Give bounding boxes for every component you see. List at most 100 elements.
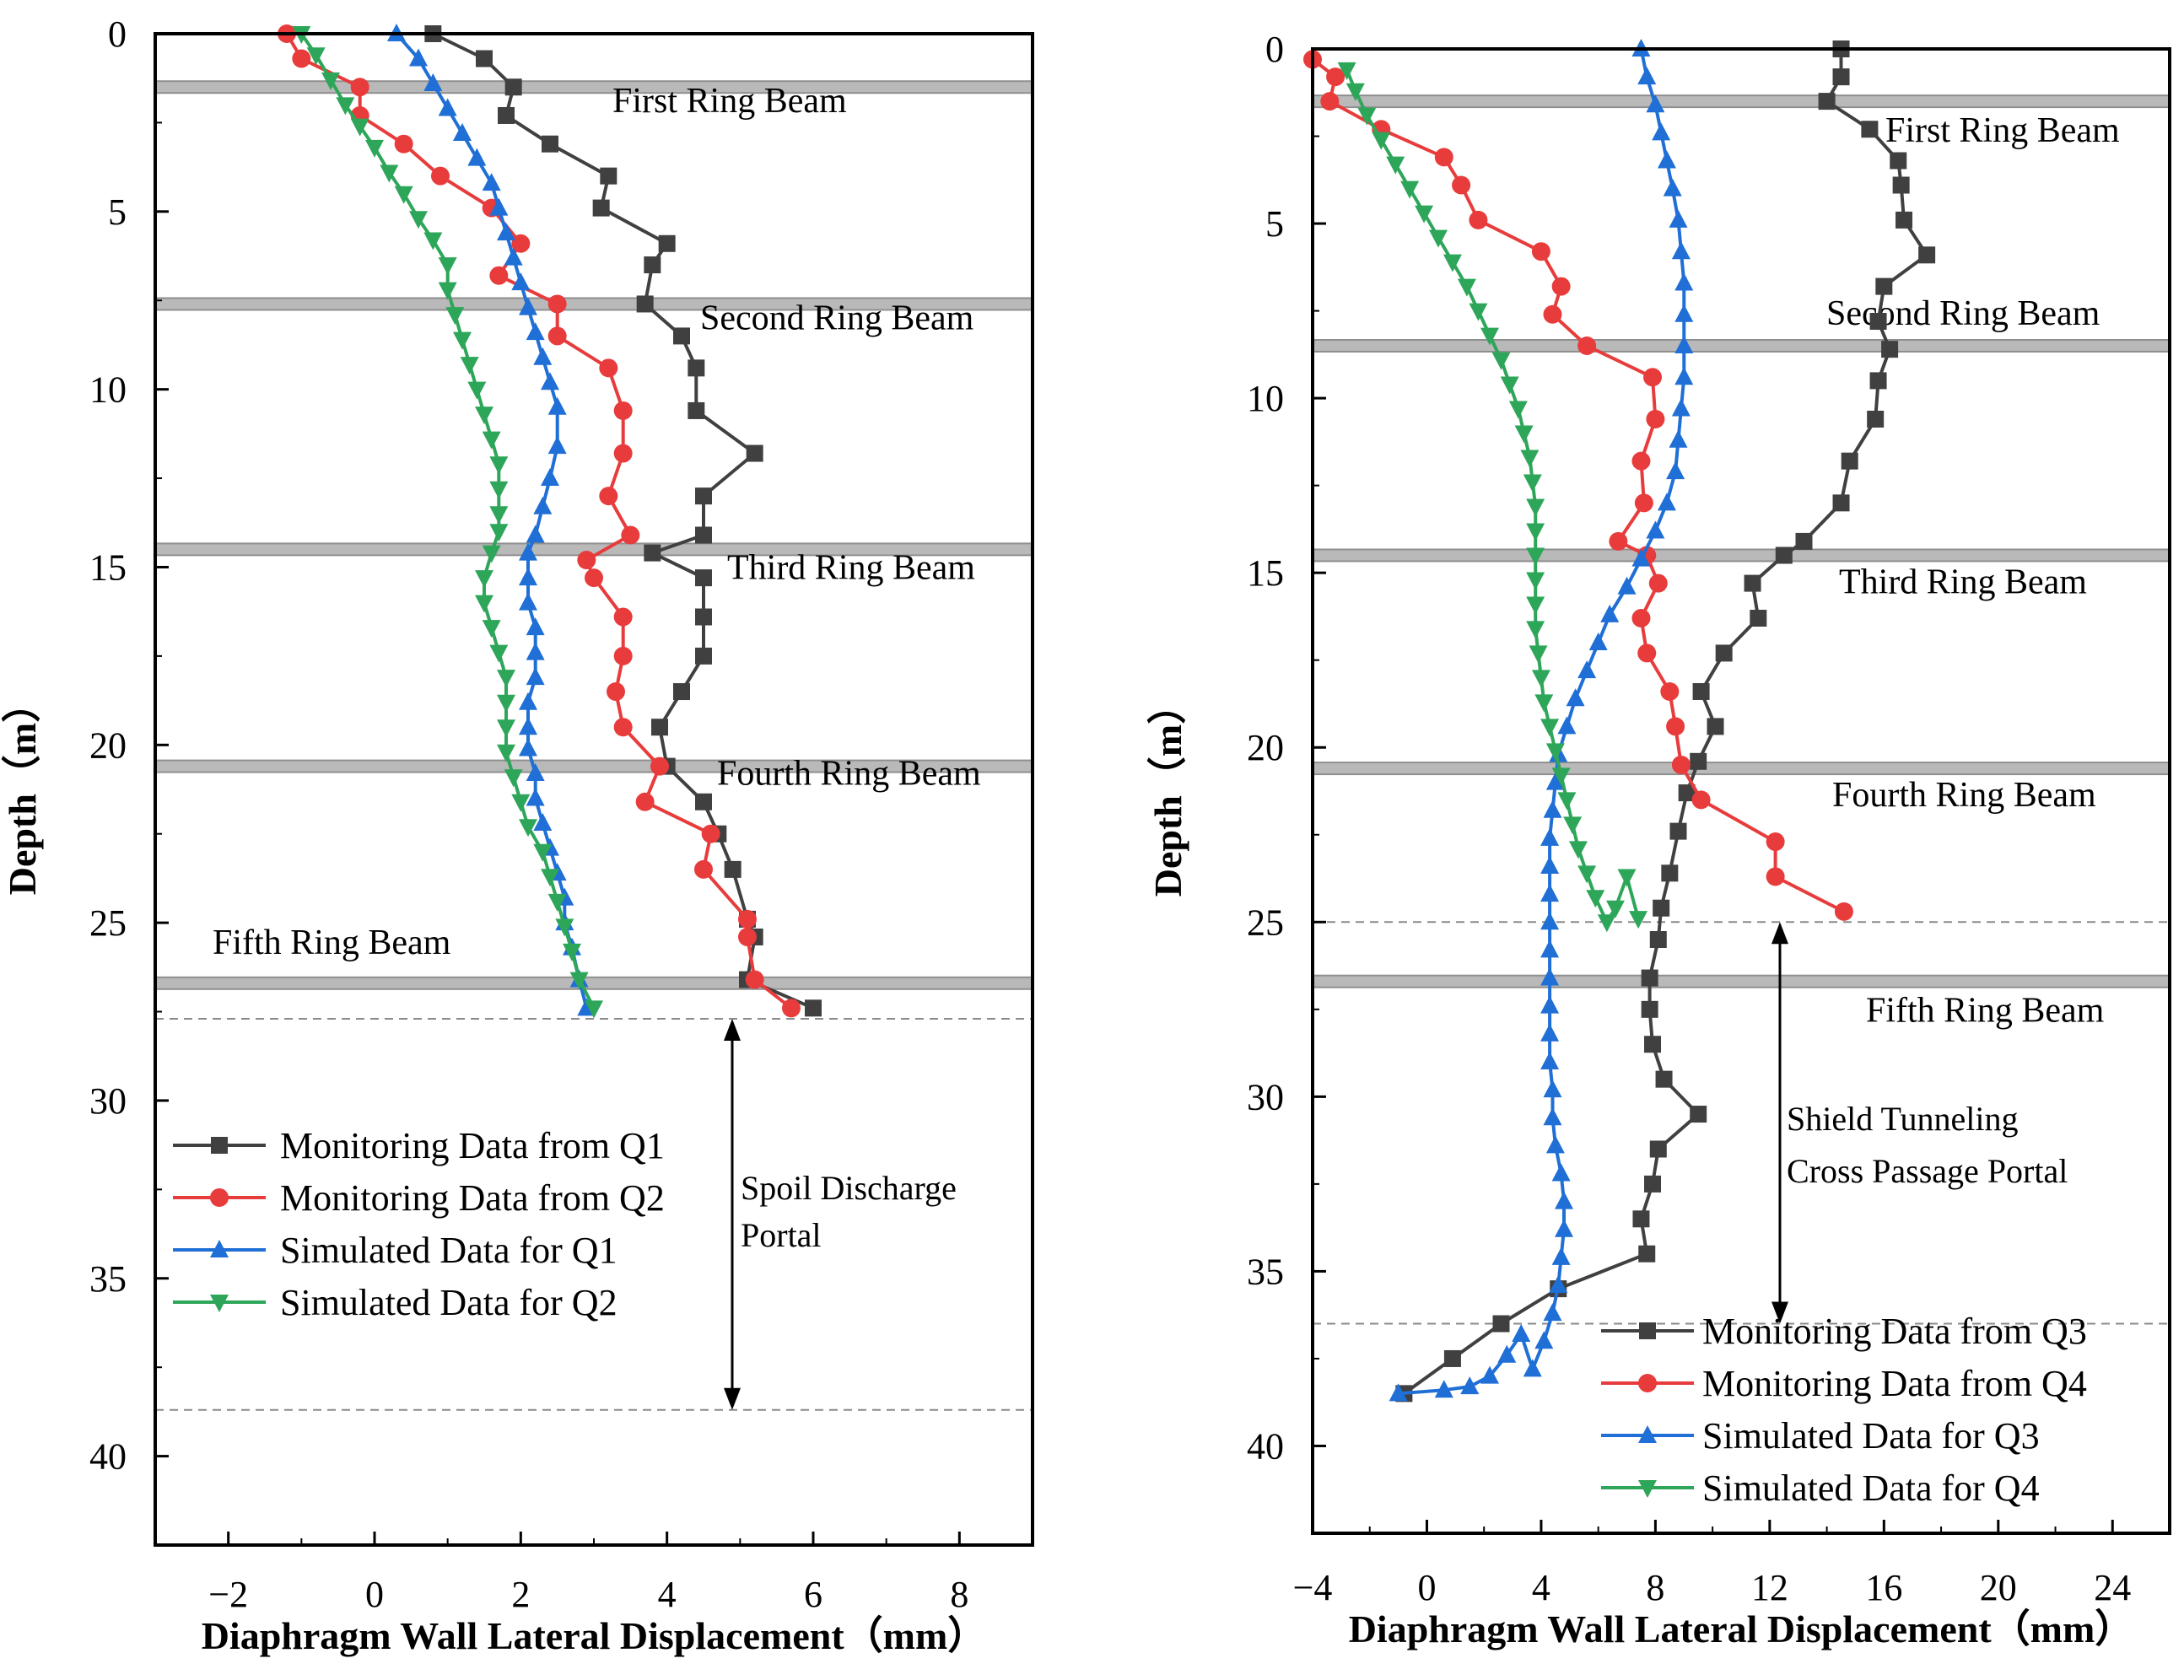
data-point [1597,914,1616,933]
data-point [1469,210,1488,229]
data-point [482,431,501,450]
data-point [1480,1365,1499,1384]
data-point [350,118,369,137]
data-point [1644,1175,1662,1193]
data-point [1534,694,1554,713]
data-point [497,223,515,241]
data-point [599,487,618,506]
data-point [438,98,457,116]
data-point [1605,900,1625,918]
data-point [1663,178,1682,197]
data-point [658,234,676,252]
data-point [541,468,559,487]
plot-frame [1311,47,2171,1535]
data-point [1500,376,1519,395]
data-point [1890,152,1907,170]
legend-label: Monitoring Data from Q3 [1702,1311,2087,1352]
data-point [497,670,515,688]
data-point [635,792,655,811]
data-point [805,999,822,1017]
x-tick-label: −2 [208,1574,248,1615]
data-point [1634,493,1653,513]
data-point [542,135,558,153]
data-point [1649,931,1667,948]
data-point [519,297,537,315]
data-point [365,139,384,158]
data-point [1566,688,1585,707]
data-point [1551,767,1571,786]
data-point [511,234,531,253]
data-point [438,257,457,276]
data-point [1895,211,1913,229]
data-point [1531,242,1550,261]
data-point [1600,604,1620,622]
data-point [1326,67,1345,87]
data-point [1652,122,1671,141]
x-tick-label: 0 [1417,1567,1436,1608]
data-point [498,106,515,124]
data-point [1526,621,1545,639]
data-point [504,247,523,266]
data-point [1766,867,1785,886]
data-point [1460,1376,1480,1395]
data-point [409,48,428,67]
y-tick-label: 40 [89,1436,127,1478]
data-point [673,683,690,701]
data-point [1543,304,1562,324]
data-point [467,381,487,400]
data-point [1637,643,1657,663]
data-point [650,757,669,776]
data-point [694,859,713,879]
data-point [292,49,311,68]
data-point [526,525,545,543]
data-point [600,167,617,185]
data-point [1386,156,1405,175]
data-point [453,123,472,142]
data-point [1540,995,1560,1014]
left-chart-panel: First Ring Beam Second Ring Beam Third Rin… [1,13,1034,1657]
portal-arrow-head-top [724,1018,741,1041]
right-chart-panel: First Ring Beam Second Ring Beam Third Rin… [1146,29,2171,1650]
data-point [695,647,712,665]
data-point [423,232,443,250]
portal-label: Spoil Discharge [741,1169,957,1207]
portal-label: Shield Tunneling [1787,1100,2019,1138]
legend-marker [1638,1480,1657,1498]
legend-marker [210,1240,229,1257]
data-point [497,719,515,738]
data-point [1577,865,1597,884]
data-point [438,282,457,300]
data-point [1655,1070,1673,1088]
y-tick-label: 40 [1247,1425,1284,1467]
data-point [1531,670,1550,688]
data-point [1637,67,1657,85]
data-point [1869,313,1887,331]
data-point [1540,884,1560,902]
data-point [1520,450,1540,468]
ring-beam-label: First Ring Beam [1885,111,2120,150]
ring-beam-label: Fourth Ring Beam [717,755,981,794]
data-point [1497,1344,1517,1363]
data-point [489,481,509,499]
data-point [526,322,545,341]
legend-marker [1638,1374,1657,1392]
data-point [475,570,493,589]
data-point [1657,493,1676,511]
data-point [1540,940,1560,958]
data-point [1523,474,1542,493]
data-point [1766,832,1785,852]
y-tick-label: 15 [1247,552,1284,594]
y-tick-label: 30 [1247,1076,1284,1117]
data-point [569,972,589,990]
data-point [695,793,712,810]
data-point [519,692,537,710]
ring-beam-band [1312,339,2171,353]
series-line [1403,49,1929,1396]
data-point [1480,327,1499,346]
data-point [1832,494,1850,512]
data-point [1372,132,1391,150]
data-point [1666,717,1685,736]
data-point [547,893,567,912]
y-axis-title: Depth（m） [1146,686,1189,897]
data-point [1543,1080,1562,1098]
